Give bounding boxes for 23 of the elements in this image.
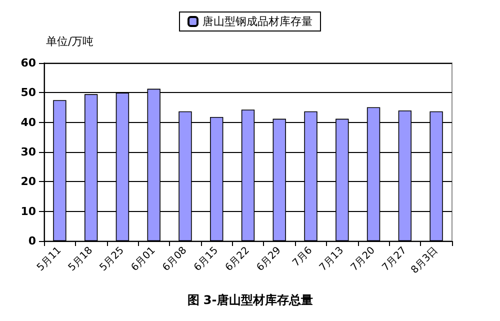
x-tick-label: 8月3日: [409, 245, 440, 276]
x-tick-label: 7月6: [290, 245, 315, 269]
x-tick-label: 5月18: [66, 245, 95, 274]
legend-label: 唐山型钢成品材库存量: [202, 15, 312, 28]
x-tick-label: 5月11: [35, 245, 64, 274]
x-tick-label: 6月01: [129, 245, 158, 274]
y-axis-title: 单位/万吨: [46, 35, 94, 48]
y-tick-label: 20: [20, 175, 36, 188]
x-tick-label: 6月22: [224, 245, 252, 274]
x-tick-label: 7月13: [318, 245, 346, 274]
y-tick-label: 10: [20, 204, 36, 218]
x-tick-label: 6月08: [160, 245, 190, 274]
text: 图 3-唐山型材库存总量: [187, 293, 313, 307]
x-tick-label: 7月20: [349, 245, 378, 274]
y-tick-label: 40: [20, 116, 36, 129]
y-tick-label: 0: [28, 234, 36, 248]
y-tick-label: 50: [20, 86, 36, 100]
x-tick-label: 6月15: [192, 245, 221, 274]
x-tick-label: 7月27: [380, 245, 409, 274]
x-tick-label: 5月25: [98, 245, 126, 274]
y-tick-label: 30: [20, 146, 36, 158]
y-tick-label: 60: [20, 56, 36, 70]
x-tick-label: 6月29: [254, 245, 284, 274]
